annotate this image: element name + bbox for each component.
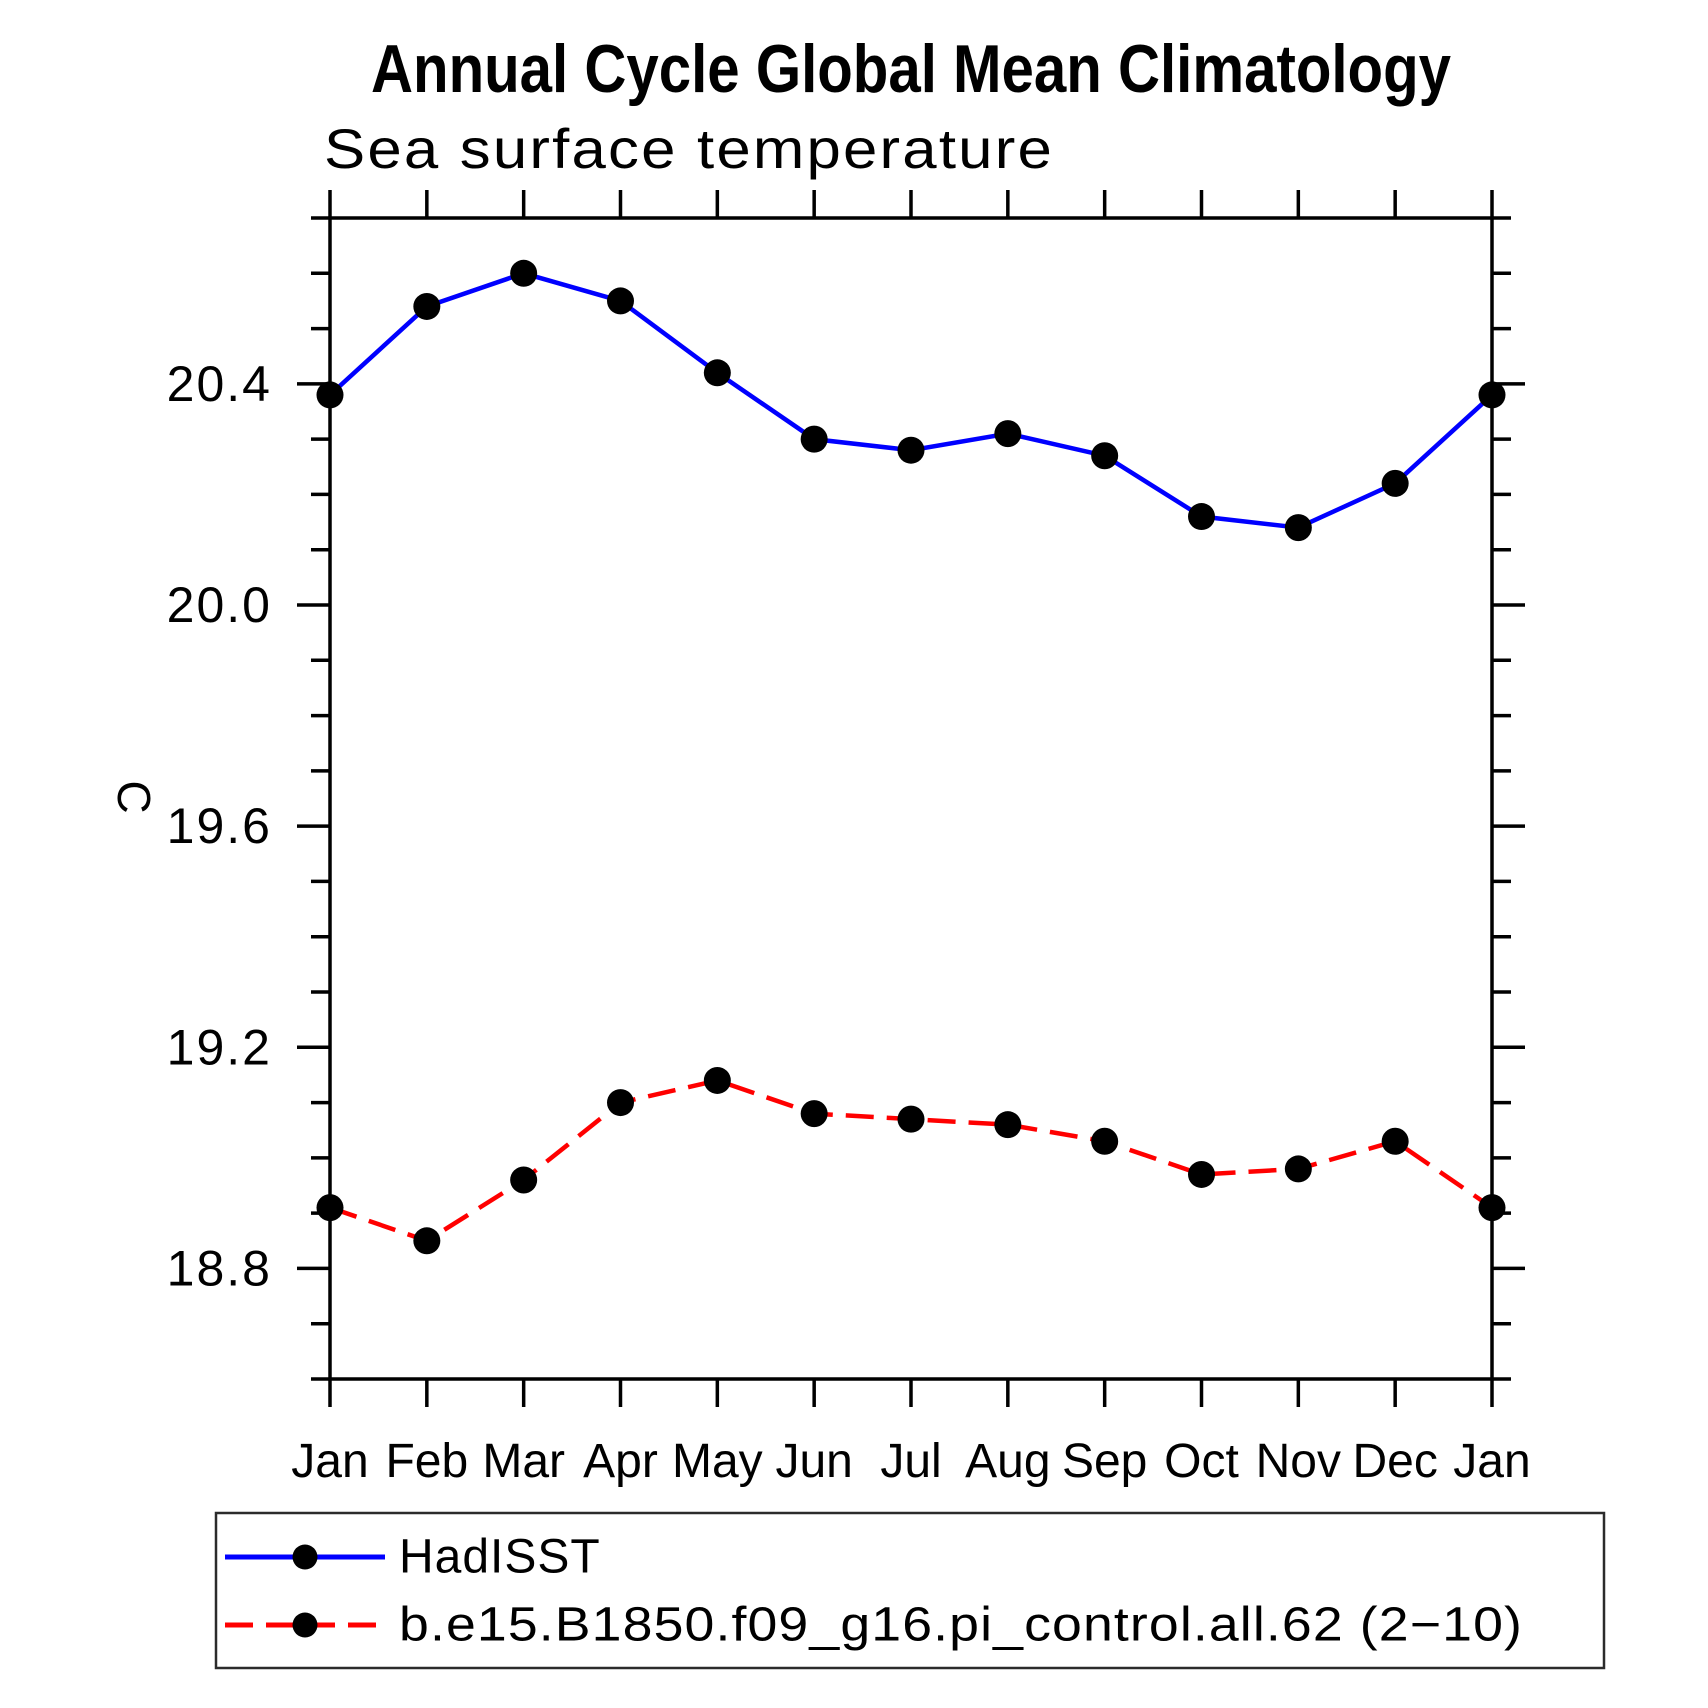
data-point-marker <box>1381 469 1409 497</box>
data-point-marker <box>316 381 344 409</box>
data-point-marker <box>413 1227 441 1255</box>
y-tick-labels: 18.8 19.2 19.6 20.0 20.4 <box>167 356 272 1297</box>
data-point-marker <box>800 425 828 453</box>
legend-swatches <box>225 1544 385 1638</box>
legend: HadISST b.e15.B1850.f09_g16.pi_control.a… <box>214 1511 1606 1670</box>
chart-subtitle: Sea surface temperature <box>324 117 1054 180</box>
y-tick-label-20.0: 20.0 <box>167 577 272 633</box>
data-point-marker <box>1091 442 1119 470</box>
data-point-marker <box>1478 381 1506 409</box>
x-tick-label-jan-0: Jan <box>291 1435 368 1488</box>
legend-box <box>214 1511 1606 1670</box>
y-tick-label-19.2: 19.2 <box>167 1019 272 1075</box>
x-tick-label-aug-7: Aug <box>965 1435 1050 1488</box>
data-point-marker <box>607 1089 634 1117</box>
legend-marker <box>292 1544 318 1570</box>
data-point-marker <box>1188 1160 1215 1188</box>
data-point-marker <box>1284 1155 1312 1183</box>
y-tick-label-19.6: 19.6 <box>167 798 272 854</box>
legend-label-model: b.e15.B1850.f09_g16.pi_control.all.62 (2… <box>399 1599 1523 1652</box>
y-tick-label-18.8: 18.8 <box>167 1240 272 1296</box>
data-point-marker <box>413 292 441 320</box>
legend-label-hadisst: HadISST <box>399 1531 601 1584</box>
x-tick-label-oct-9: Oct <box>1164 1435 1239 1488</box>
data-point-marker <box>800 1100 828 1128</box>
data-point-marker <box>1381 1127 1409 1155</box>
data-point-marker <box>1188 503 1215 531</box>
y-tick-label-20.4: 20.4 <box>167 356 272 412</box>
data-point-marker <box>510 259 538 287</box>
data-point-marker <box>1478 1194 1506 1222</box>
x-tick-labels: Jan Feb Mar Apr May Jun Jul Aug Sep Oct Nov Dec Jan <box>291 1435 1530 1488</box>
chart-series <box>316 259 1506 1255</box>
data-point-marker <box>1284 514 1312 542</box>
data-point-marker <box>316 1194 344 1222</box>
data-point-marker <box>994 1111 1022 1139</box>
x-tick-label-may-4: May <box>672 1435 763 1488</box>
data-point-marker <box>510 1166 538 1194</box>
x-tick-label-feb-1: Feb <box>385 1435 468 1488</box>
plot-axes: 18.8 19.2 19.6 20.0 20.4 Jan Feb Mar Apr May Jun Ju… <box>167 190 1531 1488</box>
data-point-marker <box>703 1066 731 1094</box>
data-point-marker <box>703 359 731 387</box>
data-point-marker <box>897 1105 925 1133</box>
x-tick-label-jul-6: Jul <box>880 1435 941 1488</box>
x-tick-label-sep-8: Sep <box>1062 1435 1147 1488</box>
x-tick-label-jan-12: Jan <box>1453 1435 1530 1488</box>
data-point-marker <box>607 287 634 315</box>
x-tick-label-dec-11: Dec <box>1352 1435 1437 1488</box>
y-axis-label: C <box>108 780 160 813</box>
x-tick-label-nov-10: Nov <box>1256 1435 1341 1488</box>
data-point-marker <box>897 436 925 464</box>
x-tick-label-mar-2: Mar <box>482 1435 565 1488</box>
chart-title: Annual Cycle Global Mean Climatology <box>371 31 1451 107</box>
x-tick-label-apr-3: Apr <box>583 1435 658 1488</box>
data-point-marker <box>1091 1127 1119 1155</box>
x-tick-label-jun-5: Jun <box>775 1435 852 1488</box>
data-point-marker <box>994 420 1022 448</box>
x-axis-ticks <box>328 190 1494 1407</box>
legend-marker <box>292 1612 318 1638</box>
